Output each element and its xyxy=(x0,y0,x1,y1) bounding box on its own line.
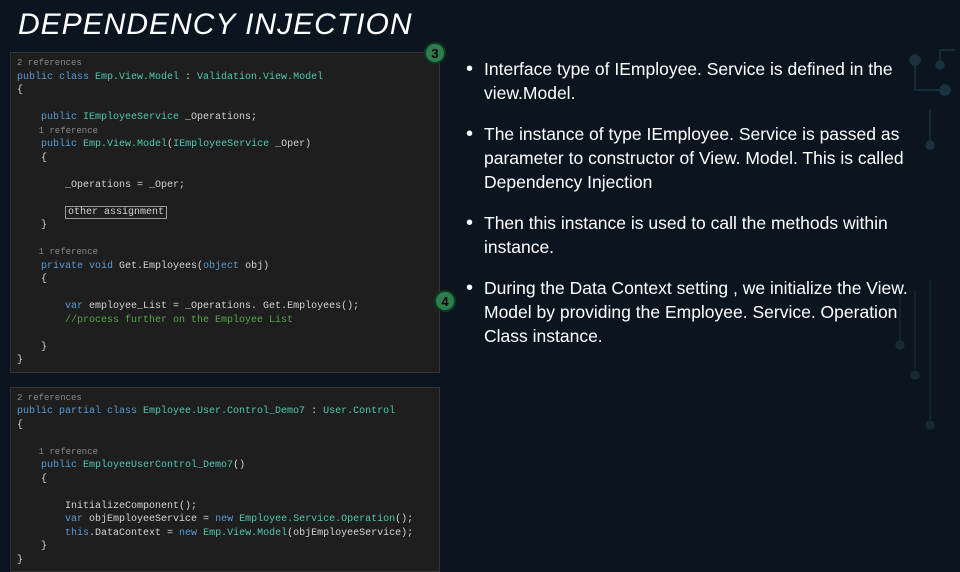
bullet-item: Then this instance is used to call the m… xyxy=(484,212,950,259)
bullet-item: During the Data Context setting , we ini… xyxy=(484,277,950,348)
badge-4: 4 xyxy=(434,290,456,312)
slide-title: DEPENDENCY INJECTION xyxy=(0,0,960,52)
right-column: 4 Interface type of IEmployee. Service i… xyxy=(458,52,950,537)
bullet-item: The instance of type IEmployee. Service … xyxy=(484,123,950,194)
code-block-usercontrol: 2 references public partial class Employ… xyxy=(10,387,440,572)
content-area: 3 2 references public class Emp.View.Mod… xyxy=(0,52,960,537)
code-wrap-1: 3 2 references public class Emp.View.Mod… xyxy=(10,52,440,373)
bullet-item: Interface type of IEmployee. Service is … xyxy=(484,58,950,105)
code-wrap-2: 2 references public partial class Employ… xyxy=(10,387,440,572)
badge-3: 3 xyxy=(424,42,446,64)
code-block-viewmodel: 2 references public class Emp.View.Model… xyxy=(10,52,440,373)
bullet-list: Interface type of IEmployee. Service is … xyxy=(458,58,950,348)
left-column: 3 2 references public class Emp.View.Mod… xyxy=(10,52,440,537)
